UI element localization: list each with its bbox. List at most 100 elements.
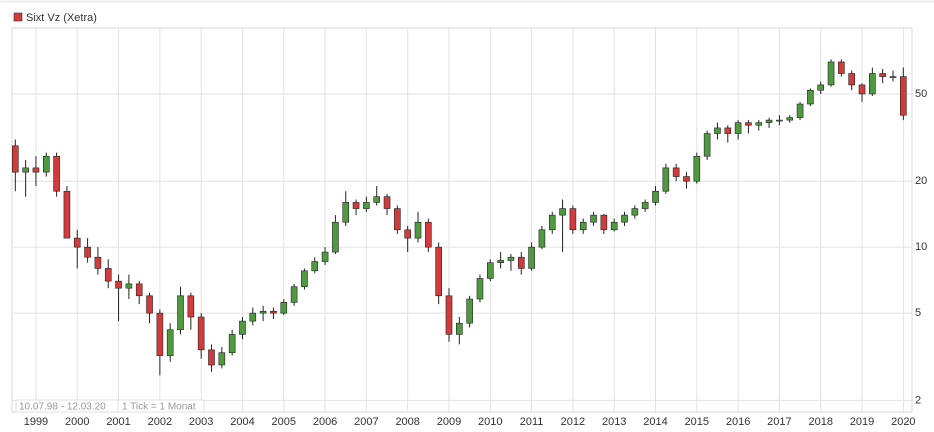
candle-body bbox=[755, 122, 763, 126]
candle-body bbox=[610, 221, 618, 231]
candle-body bbox=[683, 176, 690, 182]
x-tick-label: 2020 bbox=[891, 416, 915, 428]
candle-body bbox=[177, 295, 184, 331]
candle-body bbox=[280, 302, 288, 314]
y-tick-label: 50 bbox=[915, 88, 927, 100]
x-tick-label: 2016 bbox=[726, 416, 750, 428]
candle-body bbox=[538, 229, 546, 248]
candle-body bbox=[703, 133, 711, 157]
candle-body bbox=[796, 103, 804, 118]
candle-body bbox=[94, 256, 102, 269]
x-tick-label: 2003 bbox=[189, 416, 213, 428]
y-tick-label: 5 bbox=[915, 307, 921, 319]
candle-body bbox=[672, 167, 680, 177]
candle-body bbox=[363, 202, 370, 209]
candle-body bbox=[373, 196, 381, 203]
candle-body bbox=[125, 283, 133, 289]
candle-body bbox=[724, 127, 732, 134]
candle-body bbox=[342, 202, 350, 223]
x-tick-label: 2002 bbox=[148, 416, 172, 428]
candle-body bbox=[42, 155, 50, 173]
candle-body bbox=[12, 145, 19, 173]
candle-body bbox=[228, 334, 236, 354]
x-tick-label: 2015 bbox=[685, 416, 709, 428]
candle-body bbox=[548, 214, 556, 231]
candle-body bbox=[745, 122, 752, 126]
candle-body bbox=[817, 84, 825, 91]
candle-body bbox=[662, 167, 670, 192]
candle-body bbox=[734, 122, 742, 134]
candle-body bbox=[714, 127, 721, 134]
candle-body bbox=[466, 298, 473, 324]
x-tick-label: 2001 bbox=[106, 416, 130, 428]
candle-body bbox=[290, 286, 298, 303]
candle-body bbox=[146, 295, 153, 314]
candle-body bbox=[889, 76, 897, 78]
candle-body bbox=[311, 261, 319, 272]
candle-body bbox=[507, 256, 515, 261]
date-range: 10.07.98 - 12.03.20 bbox=[19, 402, 106, 413]
candle-body bbox=[383, 196, 391, 209]
x-tick-label: 2013 bbox=[602, 416, 626, 428]
candle-body bbox=[259, 310, 267, 314]
y-tick-label: 10 bbox=[915, 241, 927, 253]
tick-box bbox=[117, 399, 205, 413]
candle-body bbox=[332, 221, 339, 253]
candle-body bbox=[621, 214, 628, 223]
x-tick-label: 2014 bbox=[643, 416, 667, 428]
x-tick-label: 2008 bbox=[395, 416, 419, 428]
candle-body bbox=[394, 208, 401, 231]
grid bbox=[12, 28, 912, 412]
candle-body bbox=[197, 316, 205, 351]
candle-body bbox=[569, 208, 577, 231]
candle-body bbox=[301, 270, 308, 288]
candle-body bbox=[693, 155, 701, 182]
candle-body bbox=[869, 73, 876, 95]
candle-body bbox=[115, 280, 122, 289]
candle-body bbox=[22, 167, 29, 173]
x-tick-label: 2012 bbox=[561, 416, 585, 428]
candle-body bbox=[848, 73, 855, 86]
x-tick-label: 2000 bbox=[65, 416, 89, 428]
x-tick-label: 2011 bbox=[520, 416, 544, 428]
candle-body bbox=[528, 246, 535, 269]
candle-body bbox=[53, 155, 60, 192]
candle-body bbox=[652, 190, 659, 203]
candle-body bbox=[352, 202, 360, 209]
candle-body bbox=[166, 329, 174, 356]
candle-body bbox=[486, 262, 494, 279]
y-tick-label: 20 bbox=[915, 175, 927, 187]
candle-body bbox=[776, 119, 783, 122]
candle-body bbox=[84, 246, 91, 258]
x-tick-label: 2017 bbox=[767, 416, 791, 428]
candle-body bbox=[579, 221, 587, 231]
x-tick-label: 2010 bbox=[478, 416, 502, 428]
y-tick-label: 2 bbox=[915, 394, 921, 406]
candle-body bbox=[73, 237, 81, 248]
legend-swatch bbox=[13, 12, 23, 22]
candle-body bbox=[590, 214, 597, 223]
candle-body bbox=[404, 229, 411, 239]
candle-body bbox=[239, 320, 246, 335]
candle-body bbox=[827, 61, 835, 86]
x-tick-label: 2019 bbox=[850, 416, 874, 428]
candle-body bbox=[456, 322, 463, 335]
candle-body bbox=[249, 312, 257, 322]
x-tick-label: 2009 bbox=[437, 416, 461, 428]
candle-body bbox=[156, 312, 164, 356]
candle-body bbox=[517, 256, 525, 269]
candle-body bbox=[497, 260, 504, 263]
candle-body bbox=[476, 278, 484, 300]
x-tick-label: 2005 bbox=[272, 416, 296, 428]
candle-body bbox=[641, 202, 649, 209]
candle-body bbox=[135, 283, 143, 297]
candle-body bbox=[435, 246, 442, 297]
x-tick-label: 2004 bbox=[230, 416, 254, 428]
candle-body bbox=[600, 214, 608, 231]
candle-body bbox=[63, 190, 71, 239]
candle-body bbox=[187, 295, 195, 318]
legend-label: Sixt Vz (Xetra) bbox=[26, 12, 97, 24]
x-tick-label: 2006 bbox=[313, 416, 337, 428]
candle-body bbox=[807, 89, 814, 105]
